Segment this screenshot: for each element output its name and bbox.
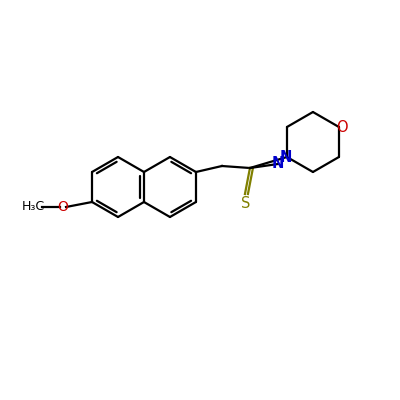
- Text: H₃C: H₃C: [22, 200, 44, 214]
- Text: N: N: [272, 156, 284, 172]
- Text: N: N: [280, 150, 292, 164]
- Text: S: S: [241, 196, 251, 210]
- Text: O: O: [336, 120, 348, 134]
- Text: O: O: [58, 200, 68, 214]
